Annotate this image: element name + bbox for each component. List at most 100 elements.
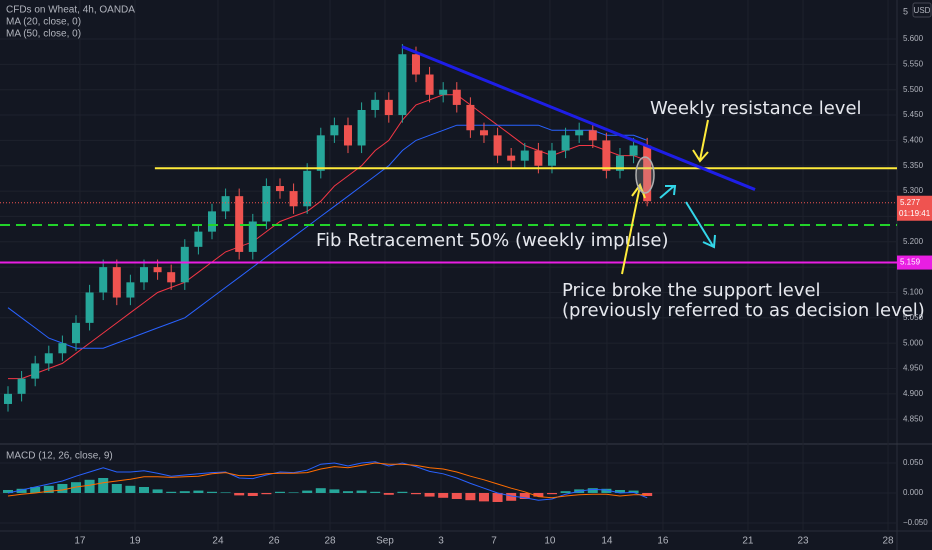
histogram-bar [247, 492, 258, 496]
candle-body [85, 292, 94, 323]
histogram-bar [546, 492, 557, 495]
indicator-line [7, 461, 648, 501]
histogram-bar [206, 491, 217, 493]
candle-body [411, 54, 420, 75]
candle-body [398, 54, 407, 116]
candle-body [629, 145, 638, 156]
annotation: (previously referred to as decision leve… [562, 300, 925, 321]
histogram-bar [560, 491, 571, 493]
histogram-bar [533, 492, 544, 497]
histogram-bar [506, 492, 517, 501]
histogram-bar [342, 491, 353, 493]
candle-body [289, 191, 298, 207]
x-tick-label: 28 [882, 536, 894, 547]
candle-body [3, 393, 12, 404]
x-tick-label: 17 [74, 536, 86, 547]
histogram-bar [587, 488, 598, 493]
histogram-bar [370, 491, 381, 493]
candle-body [58, 343, 67, 354]
candle-body [112, 267, 121, 298]
highlight-ellipse [635, 156, 655, 194]
candle-body [71, 322, 80, 344]
candle-body [316, 135, 325, 171]
y-tick-label: 5.300 [903, 186, 924, 195]
candle-body [303, 170, 312, 207]
countdown: 01:19:41 [899, 209, 931, 218]
histogram-bar [465, 492, 476, 501]
marks [2, 44, 653, 502]
indicator-line [7, 462, 648, 499]
candle-body [520, 150, 529, 161]
candle-body [452, 89, 461, 105]
histogram-bar [16, 488, 27, 493]
candle-body [384, 99, 393, 116]
candle-body [180, 246, 189, 283]
level-tag [897, 255, 932, 270]
histogram-bar [43, 485, 54, 493]
histogram-bar [302, 490, 313, 493]
histogram-bar [98, 477, 109, 493]
y-tick-label: 5.050 [903, 313, 924, 322]
histogram-bar [438, 492, 449, 498]
candle-body [207, 211, 216, 232]
histogram-bar [492, 492, 503, 502]
x-tick-label: 28 [324, 536, 336, 547]
arrows [621, 119, 716, 275]
x-tick-label: 14 [601, 536, 613, 547]
histogram-bar [57, 483, 68, 493]
candle-body [126, 282, 135, 298]
histogram-bar [315, 488, 326, 493]
x-tick-label: 19 [129, 536, 141, 547]
y-tick-label: 5.600 [903, 34, 924, 43]
candle-body [330, 125, 339, 136]
y-tick-label: 0.000 [903, 488, 924, 497]
candle-body [167, 272, 176, 283]
y-tick-label: 5.450 [903, 110, 924, 119]
y-tick-label: 5.550 [903, 59, 924, 68]
candle-body [575, 130, 584, 136]
candle-body [493, 135, 502, 156]
histogram-bar [478, 492, 489, 502]
histogram-bar [614, 489, 625, 493]
y-tick-label: −0.050 [903, 518, 928, 527]
histogram-bar [410, 492, 421, 495]
x-tick-label: 24 [212, 536, 224, 547]
x-tick-label: 26 [268, 536, 280, 547]
candle-body [371, 99, 380, 110]
y-tick-label: 5.350 [903, 161, 924, 170]
level-tag-label: 5.159 [900, 258, 921, 267]
arrow [692, 119, 709, 163]
y-tick-label: 4.950 [903, 364, 924, 373]
price-tag [897, 195, 932, 221]
x-tick-label: 3 [438, 536, 444, 547]
candle-body [99, 267, 108, 293]
candle-body [534, 150, 543, 166]
histogram-bar [179, 491, 190, 493]
candle-body [275, 186, 284, 192]
candle-body [139, 267, 148, 283]
candle-body [194, 231, 203, 247]
histogram-bar [152, 489, 163, 493]
histogram-bar [2, 489, 13, 493]
candle-body [343, 125, 352, 146]
histogram-bar [356, 490, 367, 493]
candle-body [17, 378, 26, 394]
y-tick-label: 0.050 [903, 458, 924, 467]
histogram-bar [261, 492, 272, 495]
histogram-bar [329, 489, 340, 493]
arrow [685, 201, 716, 249]
candle-body [561, 135, 570, 151]
grid [0, 0, 897, 531]
candle-body [425, 74, 434, 95]
x-tick-label: 10 [544, 536, 556, 547]
candle-body [507, 155, 516, 161]
labels: CFDs on Wheat, 4h, OANDA MA (20, close, … [6, 2, 932, 547]
y-tick-label: 5.200 [903, 237, 924, 246]
x-tick-label: 16 [657, 536, 669, 547]
candle-body [479, 130, 488, 136]
y-tick-label: 4.850 [903, 414, 924, 423]
histogram-bar [138, 486, 149, 493]
candle-body [466, 104, 475, 131]
